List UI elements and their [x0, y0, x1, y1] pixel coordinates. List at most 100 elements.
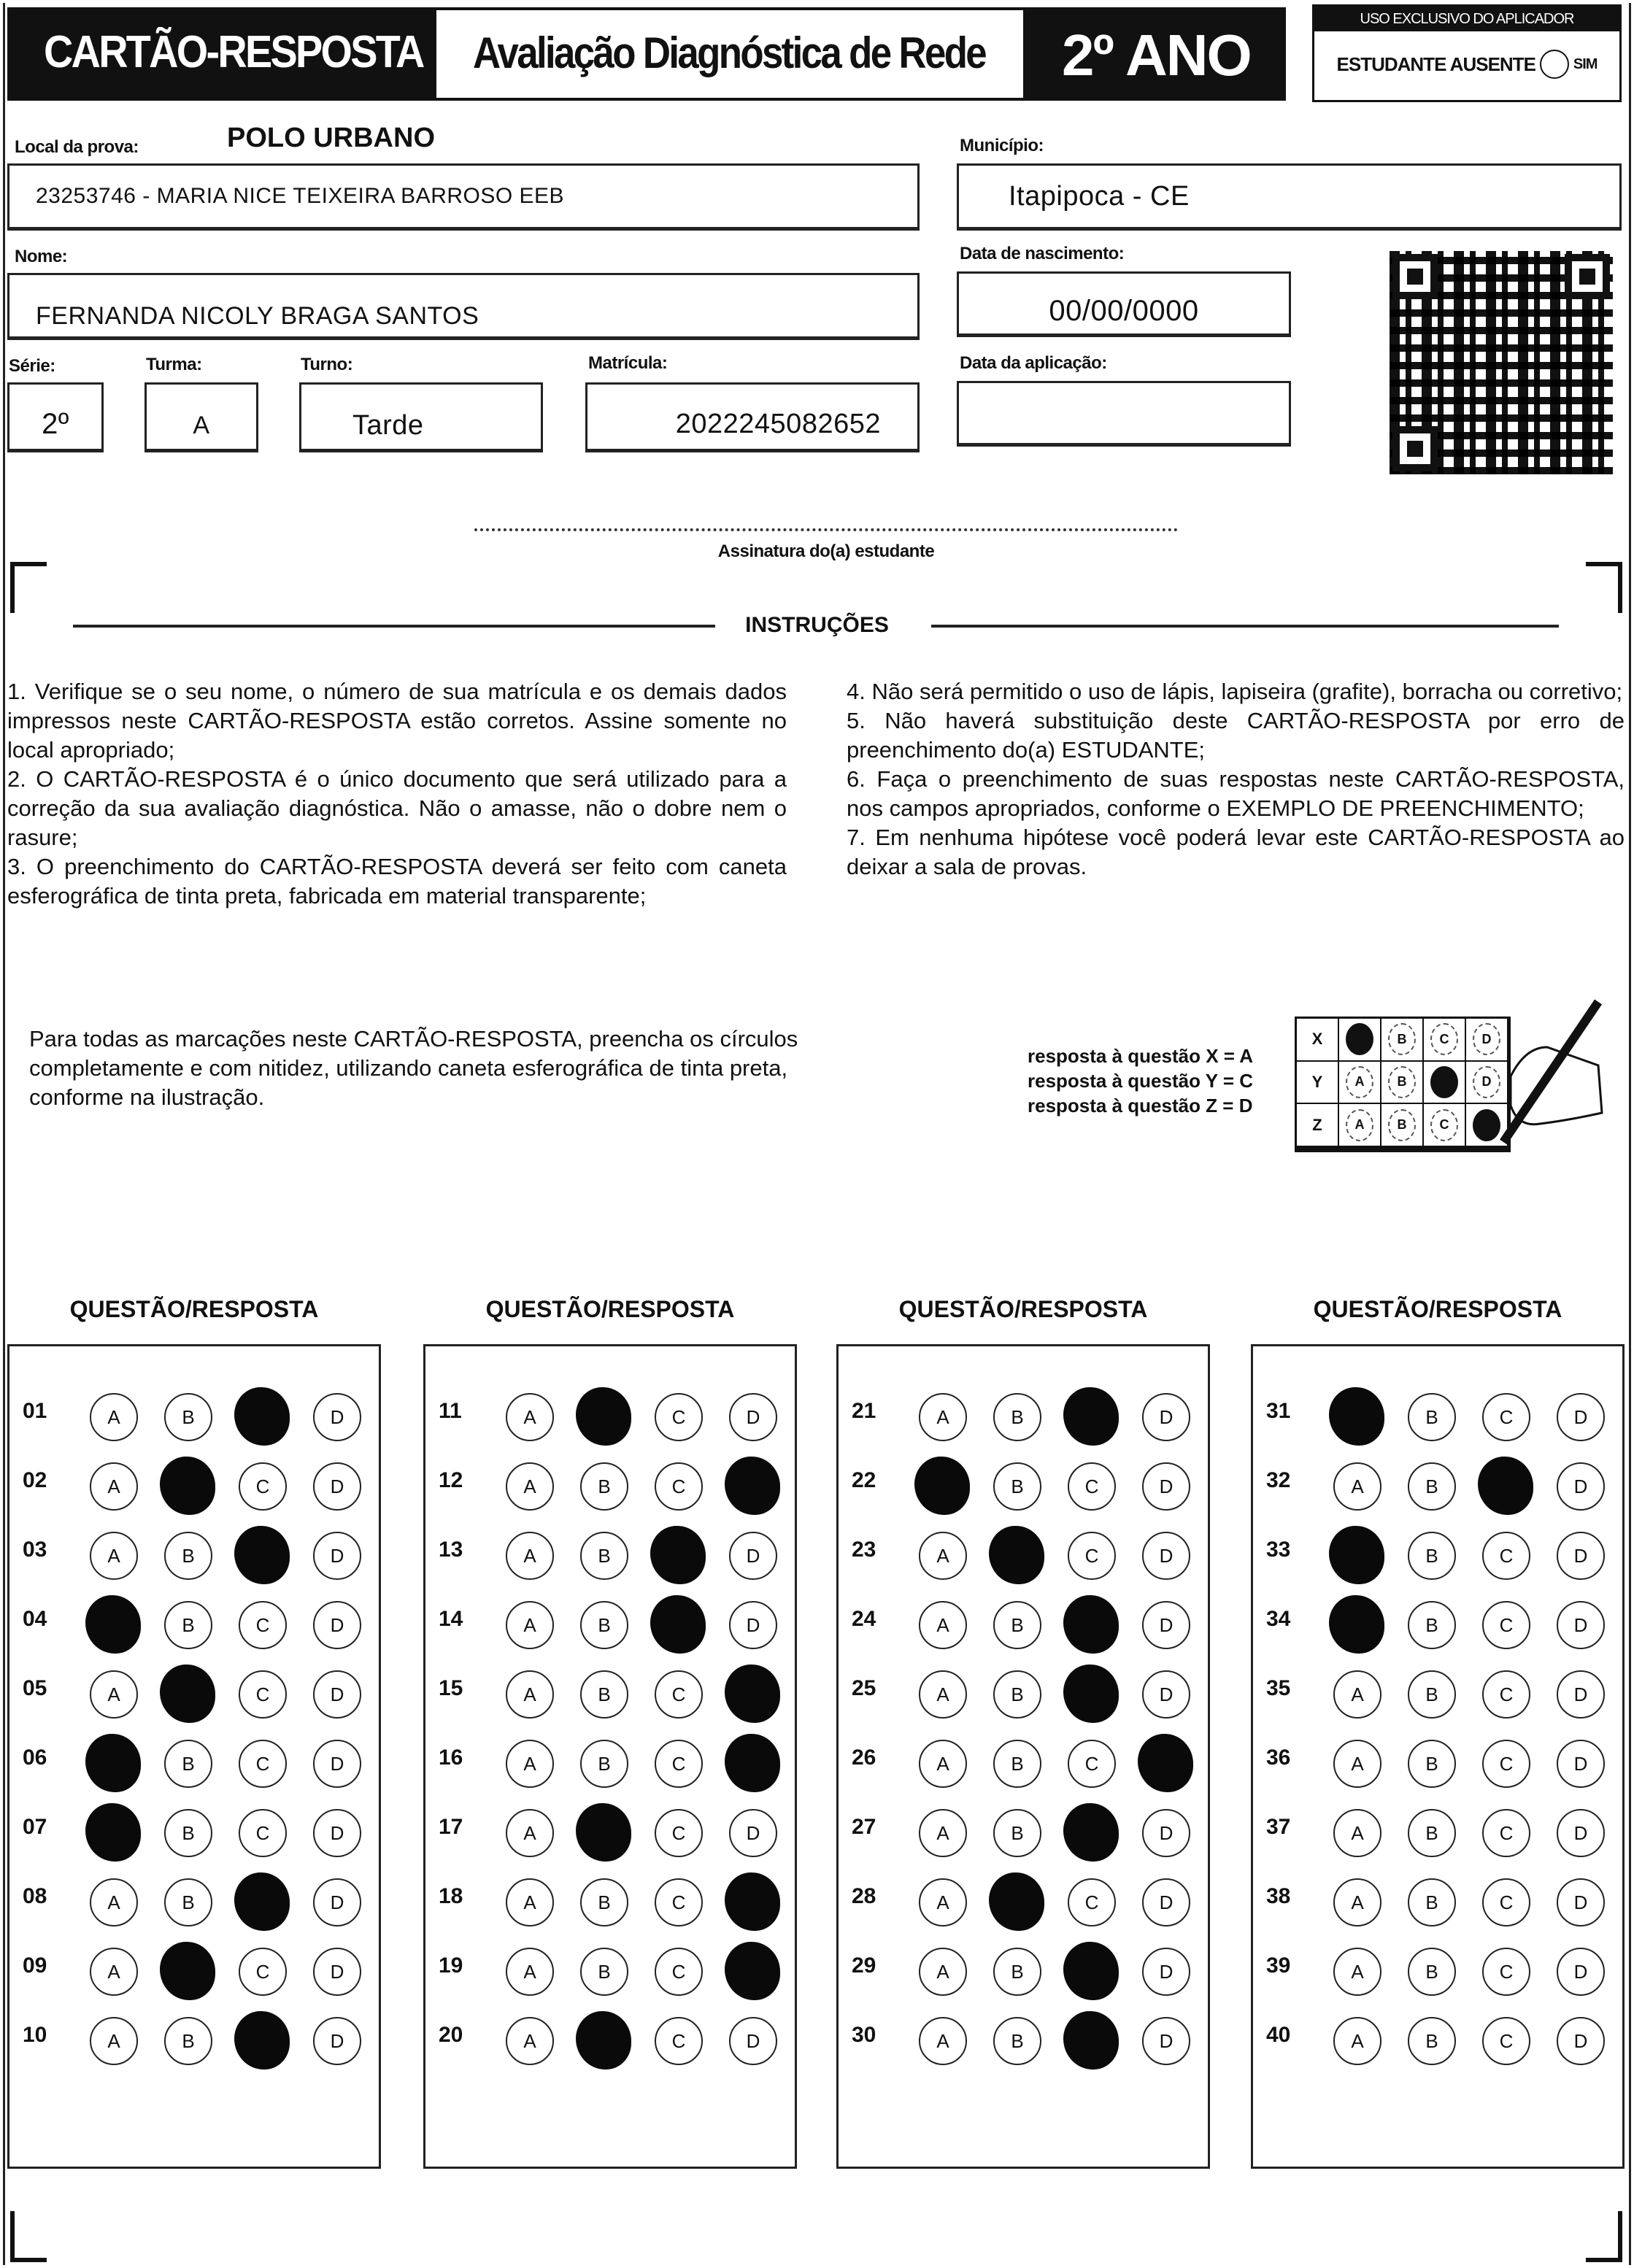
bubble-a[interactable]: A [90, 1948, 138, 1996]
bubble-d[interactable]: D [313, 1532, 361, 1580]
bubble-d[interactable]: D [1142, 1878, 1190, 1926]
bubble-c[interactable]: C [239, 1670, 287, 1719]
bubble-d[interactable]: D [1557, 1878, 1605, 1926]
bubble-d[interactable]: D [313, 1393, 361, 1441]
bubble-c[interactable]: C [655, 2017, 703, 2065]
bubble-a[interactable]: A [506, 1462, 554, 1511]
bubble-d[interactable]: D [1557, 1601, 1605, 1649]
filled-bubble-c[interactable] [1063, 2011, 1119, 2070]
filled-bubble-c[interactable] [234, 1387, 290, 1446]
bubble-b[interactable]: B [580, 1601, 628, 1649]
filled-bubble-c[interactable] [650, 1595, 706, 1654]
filled-bubble-d[interactable] [725, 1872, 780, 1931]
bubble-b[interactable]: B [1408, 1740, 1456, 1788]
bubble-c[interactable]: C [1068, 1532, 1116, 1580]
bubble-d[interactable]: D [1142, 1462, 1190, 1511]
bubble-b[interactable]: B [1408, 1462, 1456, 1511]
bubble-d[interactable]: D [313, 2017, 361, 2065]
filled-bubble-c[interactable] [234, 2011, 290, 2070]
bubble-a[interactable]: A [1333, 1740, 1381, 1788]
bubble-d[interactable]: D [729, 1532, 777, 1580]
bubble-b[interactable]: B [580, 1878, 628, 1926]
bubble-d[interactable]: D [313, 1740, 361, 1788]
bubble-a[interactable]: A [919, 2017, 967, 2065]
bubble-d[interactable]: D [313, 1809, 361, 1857]
bubble-b[interactable]: B [993, 1809, 1041, 1857]
bubble-a[interactable]: A [506, 1809, 554, 1857]
filled-bubble-b[interactable] [576, 1803, 631, 1862]
bubble-d[interactable]: D [1557, 1393, 1605, 1441]
bubble-a[interactable]: A [919, 1878, 967, 1926]
bubble-d[interactable]: D [1557, 1532, 1605, 1580]
bubble-b[interactable]: B [1408, 1532, 1456, 1580]
bubble-b[interactable]: B [580, 1948, 628, 1996]
bubble-d[interactable]: D [313, 1670, 361, 1719]
bubble-a[interactable]: A [919, 1532, 967, 1580]
bubble-c[interactable]: C [1482, 1532, 1530, 1580]
filled-bubble-b[interactable] [989, 1872, 1044, 1931]
bubble-a[interactable]: A [919, 1393, 967, 1441]
bubble-b[interactable]: B [164, 1532, 212, 1580]
bubble-d[interactable]: D [1142, 1532, 1190, 1580]
filled-bubble-d[interactable] [725, 1942, 780, 2000]
bubble-d[interactable]: D [313, 1948, 361, 1996]
bubble-a[interactable]: A [919, 1601, 967, 1649]
filled-bubble-b[interactable] [160, 1457, 215, 1515]
filled-bubble-c[interactable] [1063, 1595, 1119, 1654]
bubble-d[interactable]: D [313, 1601, 361, 1649]
bubble-b[interactable]: B [1408, 2017, 1456, 2065]
bubble-b[interactable]: B [580, 1670, 628, 1719]
bubble-b[interactable]: B [1408, 1878, 1456, 1926]
filled-bubble-a[interactable] [85, 1803, 141, 1862]
bubble-b[interactable]: B [164, 1601, 212, 1649]
bubble-c[interactable]: C [1482, 1878, 1530, 1926]
bubble-a[interactable]: A [90, 1462, 138, 1511]
filled-bubble-d[interactable] [725, 1457, 780, 1515]
bubble-a[interactable]: A [1333, 1878, 1381, 1926]
bubble-c[interactable]: C [1482, 1948, 1530, 1996]
filled-bubble-b[interactable] [160, 1665, 215, 1723]
bubble-c[interactable]: C [1482, 1670, 1530, 1719]
bubble-d[interactable]: D [1557, 1462, 1605, 1511]
bubble-a[interactable]: A [919, 1740, 967, 1788]
filled-bubble-b[interactable] [576, 2011, 631, 2070]
bubble-b[interactable]: B [993, 1948, 1041, 1996]
bubble-c[interactable]: C [1068, 1462, 1116, 1511]
bubble-a[interactable]: A [506, 1740, 554, 1788]
bubble-a[interactable]: A [1333, 2017, 1381, 2065]
filled-bubble-a[interactable] [1329, 1595, 1384, 1654]
filled-bubble-a[interactable] [1329, 1526, 1384, 1584]
filled-bubble-a[interactable] [85, 1595, 141, 1654]
bubble-b[interactable]: B [993, 1462, 1041, 1511]
bubble-a[interactable]: A [506, 1670, 554, 1719]
filled-bubble-c[interactable] [1063, 1803, 1119, 1862]
bubble-d[interactable]: D [1557, 1948, 1605, 1996]
bubble-a[interactable]: A [1333, 1462, 1381, 1511]
bubble-d[interactable]: D [729, 1809, 777, 1857]
bubble-a[interactable]: A [90, 1670, 138, 1719]
filled-bubble-b[interactable] [160, 1942, 215, 2000]
bubble-c[interactable]: C [655, 1809, 703, 1857]
bubble-c[interactable]: C [655, 1670, 703, 1719]
bubble-d[interactable]: D [729, 1393, 777, 1441]
bubble-a[interactable]: A [90, 1878, 138, 1926]
bubble-a[interactable]: A [506, 2017, 554, 2065]
bubble-a[interactable]: A [90, 1532, 138, 1580]
bubble-a[interactable]: A [919, 1670, 967, 1719]
bubble-b[interactable]: B [1408, 1670, 1456, 1719]
bubble-c[interactable]: C [655, 1740, 703, 1788]
bubble-b[interactable]: B [580, 1532, 628, 1580]
bubble-c[interactable]: C [1482, 1809, 1530, 1857]
bubble-c[interactable]: C [239, 1462, 287, 1511]
bubble-d[interactable]: D [1142, 1393, 1190, 1441]
bubble-c[interactable]: C [1482, 1740, 1530, 1788]
filled-bubble-c[interactable] [650, 1526, 706, 1584]
bubble-b[interactable]: B [1408, 1809, 1456, 1857]
bubble-b[interactable]: B [993, 1601, 1041, 1649]
bubble-d[interactable]: D [1557, 2017, 1605, 2065]
filled-bubble-c[interactable] [234, 1872, 290, 1931]
bubble-a[interactable]: A [506, 1393, 554, 1441]
bubble-b[interactable]: B [164, 1878, 212, 1926]
bubble-c[interactable]: C [655, 1462, 703, 1511]
bubble-c[interactable]: C [1482, 1393, 1530, 1441]
